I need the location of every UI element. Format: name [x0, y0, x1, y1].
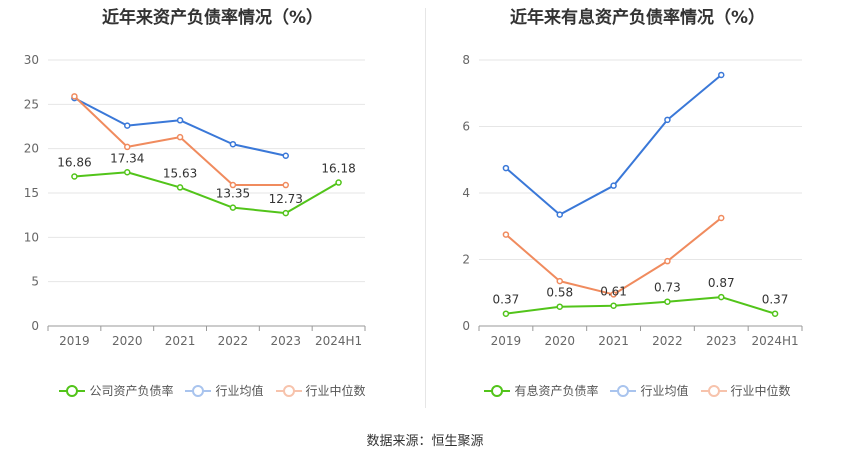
- legend-left: 公司资产负债率 行业均值 行业中位数: [0, 382, 425, 399]
- data-point: [229, 140, 237, 148]
- panel-divider: [425, 8, 426, 408]
- data-label: 16.18: [321, 162, 355, 176]
- data-point: [664, 116, 671, 124]
- y-tick-label: 5: [31, 275, 39, 289]
- data-point: [771, 310, 779, 317]
- data-point: [718, 293, 725, 301]
- legend-label-median-2: 行业中位数: [730, 384, 791, 398]
- chart-title-right: 近年来有息资产负债率情况（%）: [509, 8, 766, 28]
- legend-item-industry-median-2[interactable]: 行业中位数: [700, 382, 791, 399]
- debt-ratio-plot: 0 5 10 15 20 25 30 2019 2020 2021 2022 2023 2024H1 16…: [24, 53, 366, 348]
- y-tick-label: 2: [462, 253, 470, 267]
- x-tick-label: 2022: [652, 334, 683, 348]
- legend-label-mean: 行业均值: [215, 384, 264, 398]
- data-point: [229, 181, 237, 189]
- x-tick-label: 2023: [706, 334, 737, 348]
- data-point: [664, 298, 671, 305]
- legend-label-mean-2: 行业均值: [640, 384, 689, 398]
- data-point: [335, 179, 342, 186]
- data-point: [556, 211, 563, 218]
- debt-ratio-chart-panel: 近年来资产负债率情况（%） 0 5 10 15 20 25 30 2019 2020 2021 20…: [0, 8, 425, 399]
- y-tick-label: 4: [462, 186, 470, 200]
- x-tick-label: 2024H1: [315, 334, 362, 348]
- data-label: 0.61: [600, 285, 627, 299]
- data-label: 0.58: [546, 286, 573, 300]
- x-tick-label: 2024H1: [751, 334, 798, 348]
- data-label: 0.37: [493, 293, 520, 307]
- legend-swatch-interest: [484, 384, 511, 397]
- x-tick-label: 2023: [270, 334, 301, 348]
- data-point: [502, 231, 510, 238]
- data-point: [282, 181, 289, 189]
- x-tick-label: 2022: [218, 334, 249, 348]
- data-point: [124, 169, 131, 176]
- x-tick-label: 2019: [491, 334, 522, 348]
- y-tick-label: 20: [24, 142, 39, 156]
- data-point: [176, 133, 184, 141]
- legend-swatch-median: [275, 384, 302, 397]
- interest-debt-ratio-chart-panel: 近年来有息资产负债率情况（%） 0 2 4 6 8 2019 2020 2021 2022 202…: [425, 0, 850, 459]
- data-point: [664, 257, 671, 265]
- legend-label-interest: 有息资产负债率: [514, 384, 599, 398]
- data-label: 0.87: [708, 276, 735, 290]
- data-point: [282, 209, 289, 217]
- data-point: [71, 173, 78, 180]
- data-point: [502, 164, 510, 172]
- data-point: [556, 303, 563, 310]
- legend-item-interest-ratio[interactable]: 有息资产负债率: [484, 382, 598, 399]
- data-point: [610, 182, 617, 189]
- data-label: 16.86: [57, 156, 91, 170]
- legend-item-industry-mean-2[interactable]: 行业均值: [610, 382, 689, 399]
- legend-item-company-ratio[interactable]: 公司资产负债率: [59, 382, 173, 399]
- series-line: [505, 296, 776, 315]
- data-label: 0.37: [762, 293, 789, 307]
- data-point: [718, 214, 725, 222]
- data-point: [71, 93, 78, 100]
- x-tick-label: 2019: [59, 334, 90, 348]
- data-point: [124, 143, 131, 151]
- data-label: 12.73: [269, 192, 303, 206]
- data-label: 13.35: [216, 187, 250, 201]
- data-point: [502, 310, 510, 317]
- data-point: [229, 204, 237, 211]
- chart-title-left: 近年来资产负债率情况（%）: [101, 8, 324, 28]
- x-tick-label: 2020: [112, 334, 143, 348]
- legend-item-industry-median[interactable]: 行业中位数: [275, 382, 366, 399]
- data-source-note: 数据来源：恒生聚源: [366, 434, 484, 449]
- series-line: [74, 171, 340, 215]
- data-point: [124, 122, 131, 129]
- data-point: [176, 117, 184, 124]
- legend-swatch-mean-2: [610, 384, 637, 397]
- y-tick-label: 15: [24, 186, 39, 200]
- data-label: 17.34: [110, 151, 144, 165]
- y-tick-label: 0: [31, 319, 39, 333]
- legend-swatch-mean: [185, 384, 212, 397]
- legend-swatch-company: [59, 384, 86, 397]
- y-tick-label: 25: [24, 97, 39, 111]
- legend-label-company: 公司资产负债率: [89, 384, 174, 398]
- interest-debt-ratio-plot: 0 2 4 6 8 2019 2020 2021 2022 2023 2024H1 0.37 0.58 0…: [462, 53, 803, 348]
- x-tick-label: 2020: [544, 334, 575, 348]
- legend-right: 有息资产负债率 行业均值 行业中位数: [425, 382, 850, 399]
- data-point: [610, 291, 617, 298]
- series-line: [505, 217, 722, 296]
- y-tick-label: 10: [24, 230, 39, 244]
- series-line: [505, 74, 722, 216]
- data-label: 15.63: [163, 166, 197, 180]
- data-point: [282, 152, 289, 160]
- y-tick-label: 0: [462, 319, 470, 333]
- data-point: [610, 302, 617, 309]
- legend-label-median: 行业中位数: [305, 384, 366, 398]
- data-point: [718, 71, 725, 79]
- data-point: [556, 277, 563, 285]
- y-tick-label: 6: [462, 120, 470, 134]
- data-label: 0.73: [654, 281, 681, 295]
- y-tick-label: 30: [24, 53, 39, 67]
- legend-item-industry-mean[interactable]: 行业均值: [185, 382, 264, 399]
- y-tick-label: 8: [462, 53, 470, 67]
- legend-swatch-median-2: [700, 384, 727, 397]
- x-tick-label: 2021: [598, 334, 629, 348]
- data-point: [176, 184, 184, 191]
- x-tick-label: 2021: [165, 334, 196, 348]
